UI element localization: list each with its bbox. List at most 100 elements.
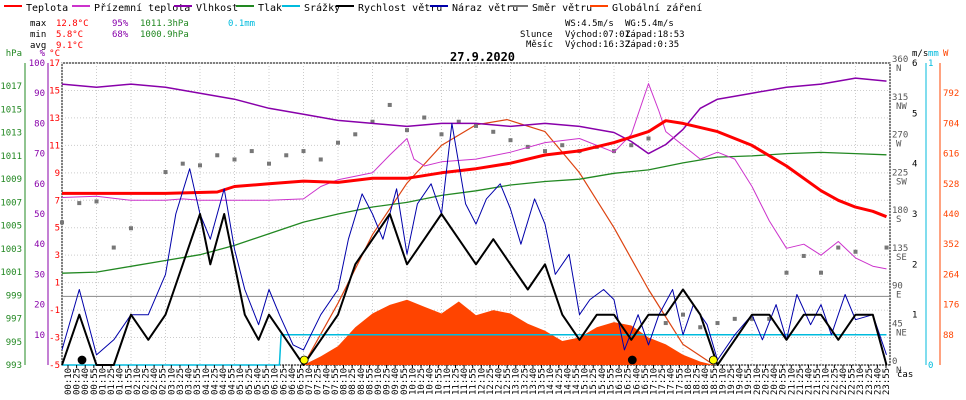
axis-label-rain_mm: mm — [928, 49, 939, 59]
wind-dir-point — [508, 138, 513, 143]
x-tick-label: 22:25 — [830, 368, 840, 395]
axis-tick-humidity_pct: 20 — [34, 301, 45, 311]
axis-tick-humidity_pct: 70 — [34, 150, 45, 160]
x-tick-label: 19:55 — [744, 368, 754, 395]
wind-dir-point — [439, 132, 444, 137]
axis-tick-wind_ms: 5 — [912, 109, 917, 119]
wind-dir-point — [491, 129, 496, 134]
x-tick-label: 18:40 — [701, 368, 711, 395]
x-tick-label: 12:10 — [477, 368, 487, 395]
x-tick-label: 10:25 — [417, 368, 427, 395]
theoretical-radiation-line — [302, 119, 715, 366]
wind-speed-line — [61, 213, 888, 366]
x-tick-label: 21:40 — [805, 368, 815, 395]
legend-label: Vlhkost — [196, 3, 238, 14]
axis-tick-temperature_c: 1 — [55, 279, 60, 289]
x-tick-label: 06:40 — [288, 368, 298, 395]
x-tick-label: 03:40 — [185, 368, 195, 395]
axis-tick-pressure_hpa: 1007 — [0, 198, 22, 208]
wind-dir-label: NW — [896, 102, 907, 112]
x-tick-label: 10:55 — [434, 368, 444, 395]
axis-tick-temperature_c: -1 — [49, 306, 60, 316]
legend-label: Rychlost větru — [358, 2, 442, 14]
axis-tick-wind_ms: 4 — [912, 160, 917, 170]
x-tick-label: 07:10 — [305, 368, 315, 395]
axis-tick-radiation_wm2: 176 — [943, 301, 959, 311]
x-tick-label: 05:40 — [253, 368, 263, 395]
legend-swatch — [72, 5, 90, 7]
x-tick-label: 07:25 — [314, 368, 324, 395]
legend-swatch — [590, 5, 608, 7]
wind-dir-point — [767, 316, 772, 321]
axis-tick-radiation_wm2: 440 — [943, 210, 959, 220]
x-tick-label: 23:10 — [856, 368, 866, 395]
stat-min-label: min — [30, 30, 46, 40]
x-tick-label: 14:10 — [546, 368, 556, 395]
x-tick-label: 03:55 — [193, 368, 203, 395]
wind-dir-point — [353, 132, 358, 137]
stat-max-temp: 12.8°C — [56, 19, 89, 29]
legend-label: Náraz větru — [452, 2, 518, 14]
wind-dir-point — [111, 245, 116, 250]
legend-swatch — [236, 5, 254, 7]
axis-tick-pressure_hpa: 1017 — [0, 82, 22, 92]
wind-dir-point — [836, 245, 841, 250]
x-tick-label: 11:25 — [451, 368, 461, 395]
axis-tick-humidity_pct: 40 — [34, 240, 45, 250]
sunset-info: Západ:18:53 — [625, 30, 685, 40]
axis-tick-pressure_hpa: 999 — [6, 291, 22, 301]
x-tick-label: 04:10 — [202, 368, 212, 395]
axis-tick-temperature_c: 9 — [55, 169, 60, 179]
humidity-line — [61, 77, 887, 155]
wind-dir-point — [318, 157, 323, 162]
axis-tick-temperature_c: 3 — [55, 251, 60, 261]
wind-dir-point — [267, 161, 271, 166]
axis-tick-radiation_wm2: 264 — [943, 270, 959, 280]
x-tick-label: 15:55 — [606, 368, 616, 395]
sunset-marker — [708, 355, 718, 365]
x-tick-label: 15:10 — [581, 368, 591, 395]
wind-dir-label: W — [896, 140, 902, 150]
axis-tick-temperature_c: 15 — [49, 86, 60, 96]
x-tick-label: 17:55 — [675, 368, 685, 395]
wind-dir-point — [215, 153, 220, 158]
wind-dir-point — [387, 102, 392, 107]
sunrise-marker — [299, 355, 309, 365]
wind-dir-value: 315 — [892, 93, 908, 103]
wind-dir-point — [732, 316, 737, 321]
x-tick-label: 01:10 — [98, 368, 108, 395]
wind-dir-point — [129, 226, 133, 231]
wind-dir-point — [646, 136, 651, 141]
moonset-info: Západ:0:35 — [625, 40, 679, 50]
x-tick-label: 21:10 — [787, 368, 797, 395]
legend-label: Tlak — [258, 3, 282, 14]
stat-max-press: 1011.3hPa — [140, 19, 189, 29]
legend-swatch — [174, 5, 192, 7]
axis-tick-temperature_c: -5 — [49, 361, 60, 371]
wind-dir-point — [405, 128, 409, 133]
x-tick-label: 06:25 — [279, 368, 289, 395]
x-tick-label: 23:55 — [882, 368, 892, 395]
x-tick-label: 22:10 — [822, 368, 832, 395]
axis-tick-temperature_c: 17 — [49, 59, 60, 69]
x-tick-label: 18:10 — [684, 368, 694, 395]
wind-dir-point — [853, 249, 858, 254]
pressure-line — [61, 151, 887, 274]
moon-label: Měsíc — [526, 40, 553, 50]
x-tick-label: 18:25 — [693, 368, 703, 395]
x-tick-label: 01:55 — [124, 368, 134, 395]
stat-max-label: max — [30, 19, 47, 29]
x-tick-label: 07:40 — [322, 368, 332, 395]
legend-label: Směr větru — [532, 2, 592, 14]
axis-label-radiation_wm2: W — [943, 49, 949, 59]
wind-dir-point — [884, 245, 889, 250]
wind-dir-point — [370, 119, 375, 124]
legend-label: Teplota — [26, 3, 68, 14]
x-tick-label: 12:40 — [495, 368, 505, 395]
temperature-line — [62, 119, 888, 219]
x-tick-label: 03:10 — [167, 368, 177, 395]
x-tick-label: 15:25 — [589, 368, 599, 395]
x-tick-label: 08:55 — [365, 368, 375, 395]
wind-dir-point — [715, 321, 720, 326]
